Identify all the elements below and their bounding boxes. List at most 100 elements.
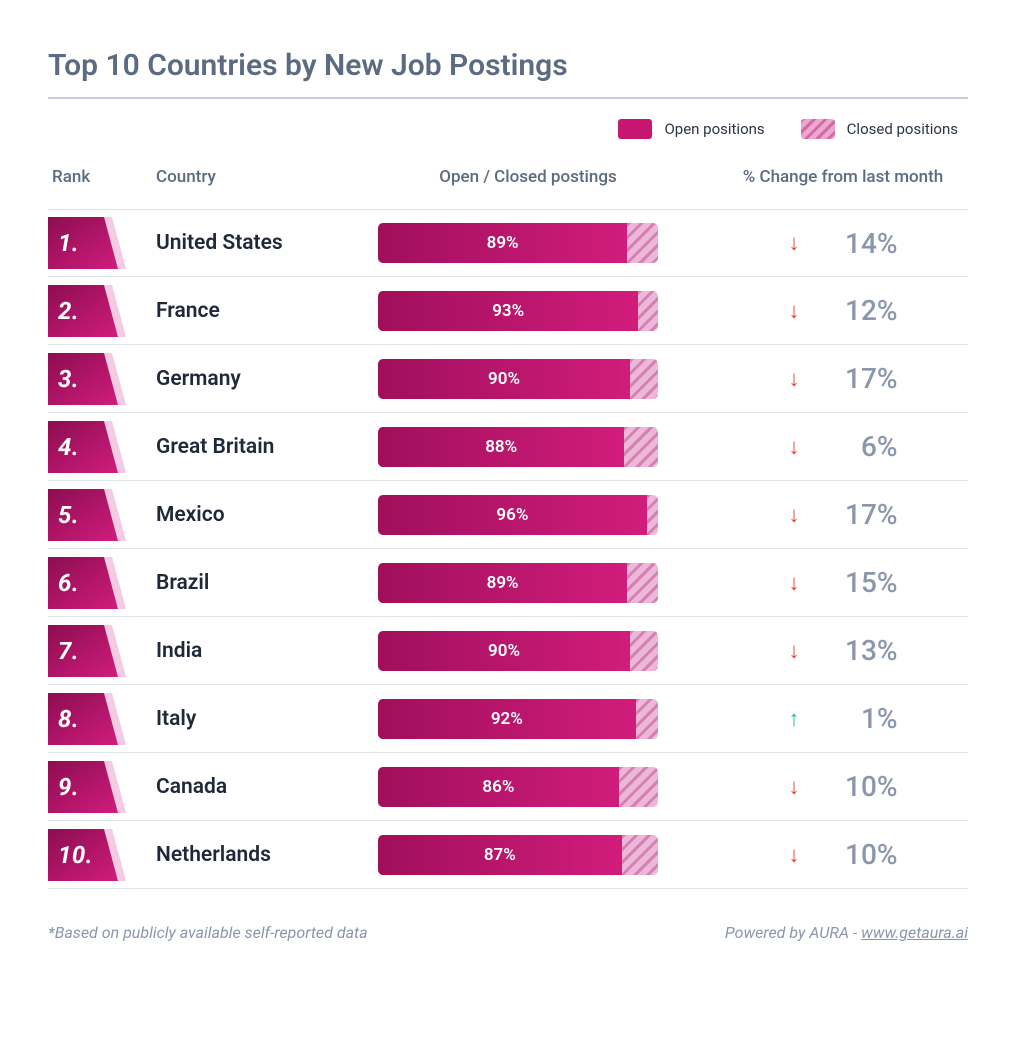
footer-link[interactable]: www.getaura.ai (861, 923, 968, 942)
bar-closed-segment (647, 495, 658, 535)
rank-number: 2. (58, 285, 79, 337)
table-row: 4.Great Britain88%↓6% (48, 413, 968, 481)
postings-bar: 89% (378, 563, 658, 603)
bar-open-segment: 92% (378, 699, 636, 739)
postings-bar: 93% (378, 291, 658, 331)
legend-swatch-open (618, 119, 652, 139)
bar-open-segment: 90% (378, 631, 630, 671)
legend-label-open: Open positions (664, 120, 764, 138)
change-value: 12% (824, 294, 898, 327)
country-name: Mexico (138, 503, 378, 527)
table-row: 5. Mexico96% ↓ 17% (48, 481, 968, 549)
country-name: Italy (138, 707, 378, 731)
country-name: United States (138, 231, 378, 255)
rank-badge: 5. (48, 489, 132, 541)
title-rule (48, 97, 968, 99)
country-name: Netherlands (138, 843, 378, 867)
bar-closed-segment (636, 699, 658, 739)
table-row: 7.India90% ↓ 13% (48, 617, 968, 685)
change-cell: ↓14% (678, 227, 968, 260)
bar-closed-segment (627, 563, 658, 603)
header-country: Country (138, 167, 378, 187)
rank-number: 3. (58, 353, 79, 405)
footer-disclaimer: *Based on publicly available self-report… (48, 923, 368, 942)
bar-closed-segment (622, 835, 658, 875)
rank-number: 9. (58, 761, 79, 813)
rank-number: 1. (58, 217, 79, 269)
legend-item-closed: Closed positions (801, 119, 958, 139)
country-name: France (138, 299, 378, 323)
bar-open-segment: 87% (378, 835, 622, 875)
rank-badge: 6. (48, 557, 132, 609)
bar-open-segment: 86% (378, 767, 619, 807)
country-name: Germany (138, 367, 378, 391)
footer-powered-prefix: Powered by AURA - (725, 923, 861, 942)
arrow-up-icon: ↑ (789, 706, 800, 732)
bar-open-segment: 90% (378, 359, 630, 399)
chart-title: Top 10 Countries by New Job Postings (48, 48, 968, 83)
arrow-down-icon: ↓ (789, 842, 800, 868)
change-cell: ↓ 17% (678, 498, 968, 531)
legend-item-open: Open positions (618, 119, 764, 139)
bar-closed-segment (630, 359, 658, 399)
legend-label-closed: Closed positions (847, 120, 958, 138)
bar-closed-segment (630, 631, 658, 671)
arrow-down-icon: ↓ (789, 434, 800, 460)
data-rows: 1.United States89%↓14% 2.France93%↓12% (48, 209, 968, 889)
rank-badge: 7. (48, 625, 132, 677)
change-cell: ↓10% (678, 770, 968, 803)
table-row: 2. France93% ↓12% (48, 277, 968, 345)
postings-bar: 87% (378, 835, 658, 875)
arrow-down-icon: ↓ (789, 774, 800, 800)
country-name: Canada (138, 775, 378, 799)
rank-badge: 9. (48, 761, 132, 813)
change-cell: ↓ 13% (678, 634, 968, 667)
legend-swatch-closed (801, 119, 835, 139)
header-rank: Rank (48, 167, 138, 187)
change-cell: ↓ 10% (678, 838, 968, 871)
change-value: 13% (824, 634, 898, 667)
change-value: 17% (824, 498, 898, 531)
table-row: 6. Brazil89% ↓ 15% (48, 549, 968, 617)
bar-closed-segment (624, 427, 658, 467)
table-row: 8.Italy92% ↑ 1% (48, 685, 968, 753)
legend: Open positions Closed positions (48, 119, 968, 139)
table-row: 9. Canada86% ↓10% (48, 753, 968, 821)
change-cell: ↓12% (678, 294, 968, 327)
bar-open-segment: 89% (378, 223, 627, 263)
rank-number: 5. (58, 489, 79, 541)
change-value: 1% (824, 702, 898, 735)
country-name: India (138, 639, 378, 663)
change-cell: ↓ 15% (678, 566, 968, 599)
table-row: 3. Germany90% ↓17% (48, 345, 968, 413)
postings-bar: 96% (378, 495, 658, 535)
country-name: Brazil (138, 571, 378, 595)
table-row: 1. United States89% ↓14% (48, 209, 968, 277)
arrow-down-icon: ↓ (789, 638, 800, 664)
postings-bar: 88% (378, 427, 658, 467)
footer: *Based on publicly available self-report… (48, 923, 968, 942)
rank-badge: 8. (48, 693, 132, 745)
change-value: 10% (824, 838, 898, 871)
arrow-down-icon: ↓ (789, 502, 800, 528)
change-cell: ↓17% (678, 362, 968, 395)
bar-open-segment: 88% (378, 427, 624, 467)
rank-badge: 3. (48, 353, 132, 405)
infographic-card: Top 10 Countries by New Job Postings Ope… (0, 0, 1016, 1052)
footer-powered: Powered by AURA - www.getaura.ai (725, 923, 968, 942)
arrow-down-icon: ↓ (789, 570, 800, 596)
header-change: % Change from last month (678, 167, 968, 187)
arrow-down-icon: ↓ (789, 230, 800, 256)
bar-open-segment: 89% (378, 563, 627, 603)
rank-badge: 1. (48, 217, 132, 269)
rank-number: 4. (58, 421, 79, 473)
change-value: 15% (824, 566, 898, 599)
change-cell: ↓ 6% (678, 430, 968, 463)
bar-closed-segment (619, 767, 658, 807)
postings-bar: 92% (378, 699, 658, 739)
rank-number: 6. (58, 557, 79, 609)
column-headers: Rank Country Open / Closed postings % Ch… (48, 167, 968, 209)
table-row: 10.Netherlands87%↓10% (48, 821, 968, 889)
change-value: 17% (824, 362, 898, 395)
change-value: 6% (824, 430, 898, 463)
